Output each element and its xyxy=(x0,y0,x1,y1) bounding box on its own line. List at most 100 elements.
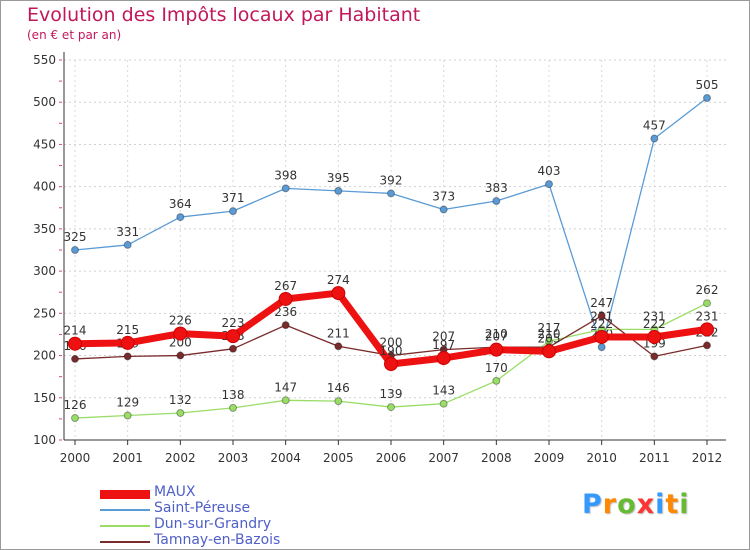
data-point-tamnay-en-bazois xyxy=(334,342,343,351)
y-tick-label: 200 xyxy=(33,349,56,363)
logo-letter: r xyxy=(602,489,618,520)
data-point-maux xyxy=(278,291,293,306)
chart-title: Evolution des Impôts locaux par Habitant xyxy=(27,4,421,26)
logo-letter: t xyxy=(665,489,680,520)
data-point-saint-pereuse xyxy=(229,207,237,216)
y-tick-label: 150 xyxy=(33,391,56,405)
data-label-saint-pereuse: 364 xyxy=(169,197,192,211)
data-point-dun-sur-grandry xyxy=(334,397,343,406)
x-tick-label: 2008 xyxy=(481,451,512,465)
data-point-saint-pereuse xyxy=(703,94,711,102)
data-label-maux: 222 xyxy=(590,317,613,331)
data-point-tamnay-en-bazois xyxy=(71,354,79,363)
data-label-dun-sur-grandry: 143 xyxy=(432,384,455,398)
data-label-saint-pereuse: 505 xyxy=(696,78,719,92)
data-label-dun-sur-grandry: 139 xyxy=(380,387,403,401)
legend-label-saint-pereuse: Saint-Péreuse xyxy=(154,500,251,516)
legend-item-tamnay-en-bazois: Tamnay-en-Bazois xyxy=(100,532,360,549)
data-label-tamnay-en-bazois: 236 xyxy=(274,305,297,319)
legend-item-saint-pereuse: Saint-Péreuse xyxy=(100,500,360,517)
x-tick-label: 2005 xyxy=(323,451,354,465)
data-point-maux xyxy=(700,322,714,337)
data-point-maux xyxy=(226,329,240,344)
data-label-saint-pereuse: 457 xyxy=(643,119,666,133)
data-point-maux xyxy=(68,336,82,351)
legend-label-tamnay-en-bazois: Tamnay-en-Bazois xyxy=(154,532,281,548)
data-label-tamnay-en-bazois: 210 xyxy=(538,327,561,341)
data-label-saint-pereuse: 373 xyxy=(432,189,455,203)
data-label-maux: 215 xyxy=(116,323,139,337)
legend-swatch-tamnay-en-bazois xyxy=(100,541,150,543)
x-tick-label: 2003 xyxy=(218,451,249,465)
x-tick-label: 2011 xyxy=(639,451,670,465)
data-label-maux: 222 xyxy=(643,317,666,331)
data-label-dun-sur-grandry: 170 xyxy=(485,361,508,375)
data-label-maux: 226 xyxy=(169,314,192,328)
data-label-maux: 207 xyxy=(485,330,508,344)
data-label-dun-sur-grandry: 262 xyxy=(696,283,719,297)
logo-letter: x xyxy=(636,489,656,520)
data-point-saint-pereuse xyxy=(597,343,606,352)
data-label-dun-sur-grandry: 129 xyxy=(116,396,139,410)
data-point-maux xyxy=(120,335,135,350)
data-label-maux: 223 xyxy=(222,316,245,330)
data-label-dun-sur-grandry: 132 xyxy=(169,393,192,407)
legend-label-dun-sur-grandry: Dun-sur-Grandry xyxy=(154,516,272,532)
data-point-maux xyxy=(542,344,556,359)
data-label-saint-pereuse: 395 xyxy=(327,171,350,185)
x-tick-label: 2000 xyxy=(60,451,91,465)
data-point-maux xyxy=(384,357,398,371)
data-point-maux xyxy=(594,329,609,344)
data-point-tamnay-en-bazois xyxy=(703,341,711,350)
data-point-dun-sur-grandry xyxy=(176,408,185,417)
data-label-maux: 205 xyxy=(538,331,561,345)
data-label-dun-sur-grandry: 126 xyxy=(64,398,87,412)
data-label-dun-sur-grandry: 217 xyxy=(538,321,561,335)
data-point-tamnay-en-bazois xyxy=(229,344,237,353)
data-point-dun-sur-grandry xyxy=(281,396,290,405)
y-tick-label: 450 xyxy=(33,137,56,151)
data-label-tamnay-en-bazois: 210 xyxy=(485,327,508,341)
logo-letter: P xyxy=(582,489,603,520)
logo-letter: o xyxy=(617,489,637,520)
data-label-tamnay-en-bazois: 200 xyxy=(169,336,192,350)
x-tick-label: 2007 xyxy=(428,451,459,465)
data-label-maux: 190 xyxy=(380,344,403,358)
x-tick-label: 2001 xyxy=(112,451,143,465)
y-tick-label: 100 xyxy=(33,433,56,447)
data-label-saint-pereuse: 331 xyxy=(116,225,139,239)
data-point-maux xyxy=(489,342,504,357)
chart-subtitle: (en € et par an) xyxy=(27,28,122,42)
x-tick-label: 2006 xyxy=(376,451,407,465)
data-point-saint-pereuse xyxy=(334,186,343,195)
x-tick-label: 2009 xyxy=(534,451,565,465)
data-point-saint-pereuse xyxy=(492,197,501,206)
data-label-maux: 231 xyxy=(696,309,719,323)
legend-label-maux: MAUX xyxy=(154,484,196,500)
y-tick-label: 500 xyxy=(33,95,56,109)
data-label-maux: 267 xyxy=(274,279,297,293)
data-point-dun-sur-grandry xyxy=(492,376,501,385)
data-label-tamnay-en-bazois: 200 xyxy=(380,336,403,350)
y-tick-label: 300 xyxy=(33,264,56,278)
data-point-saint-pereuse xyxy=(439,205,448,214)
data-label-tamnay-en-bazois: 247 xyxy=(590,296,613,310)
y-tick-label: 350 xyxy=(33,222,56,236)
legend-swatch-saint-pereuse xyxy=(100,509,150,511)
data-point-maux xyxy=(436,351,451,366)
legend-item-dun-sur-grandry: Dun-sur-Grandry xyxy=(100,516,360,533)
data-label-dun-sur-grandry: 146 xyxy=(327,381,350,395)
data-point-maux xyxy=(331,286,346,301)
y-tick-label: 550 xyxy=(33,53,56,67)
data-point-maux xyxy=(173,326,188,341)
data-point-saint-pereuse xyxy=(387,189,395,198)
data-label-saint-pereuse: 403 xyxy=(538,164,561,178)
data-label-saint-pereuse: 371 xyxy=(222,191,245,205)
data-label-saint-pereuse: 392 xyxy=(380,173,403,187)
data-label-dun-sur-grandry: 147 xyxy=(274,380,297,394)
data-point-saint-pereuse xyxy=(545,180,553,189)
data-point-tamnay-en-bazois xyxy=(176,351,185,360)
data-label-maux: 214 xyxy=(64,324,87,338)
